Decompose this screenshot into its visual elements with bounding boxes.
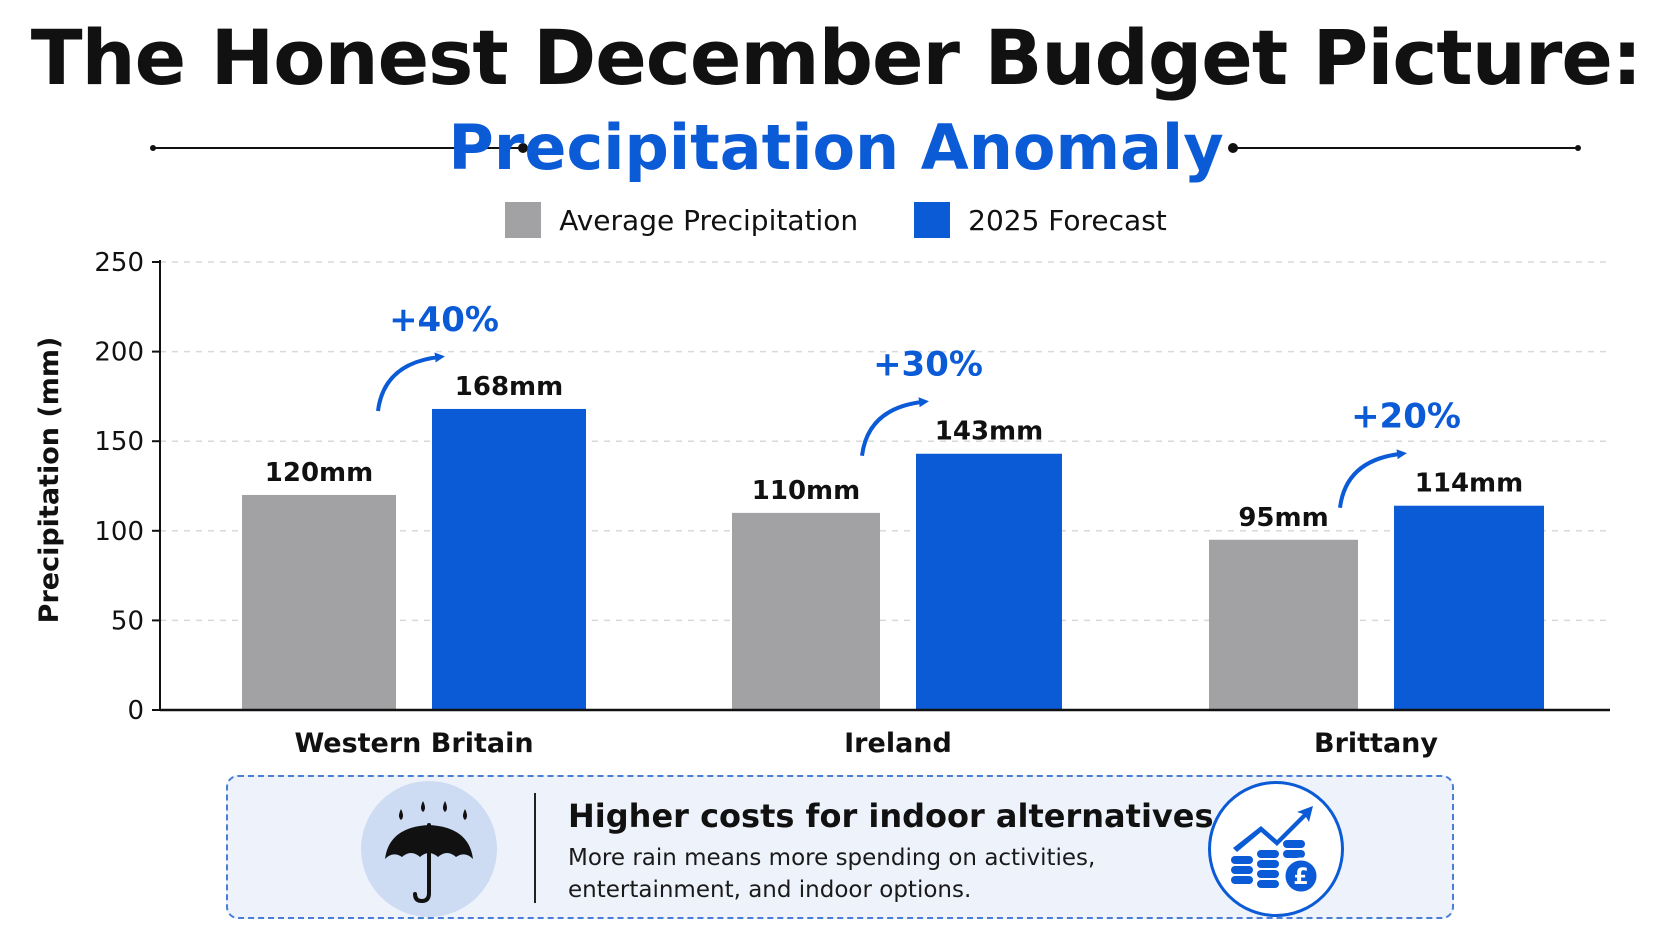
data-label: 110mm	[752, 476, 860, 506]
data-label: 95mm	[1238, 503, 1328, 533]
subtitle-rule-left	[150, 143, 528, 153]
data-label: 114mm	[1415, 469, 1523, 499]
y-tick-label: 200	[94, 338, 144, 368]
chart-subtitle: Precipitation Anomaly	[448, 111, 1224, 184]
bar-forecast-ireland	[916, 453, 1062, 710]
annotation-arrow	[860, 397, 929, 457]
bar-average-ireland	[732, 512, 880, 710]
callout-body: More rain means more spending on activit…	[568, 845, 1096, 903]
y-tick-label: 150	[94, 427, 144, 457]
bar-chart: 0 50 100 150 200 250 Western Britain Ireland Bri…	[34, 248, 1610, 759]
legend-label-forecast: 2025 Forecast	[968, 203, 1167, 237]
legend-item-average: Average Precipitation	[505, 202, 858, 238]
y-tick-label: 250	[94, 248, 144, 278]
annotation-arrow	[1338, 449, 1407, 508]
y-axis-title: Precipitation (mm)	[34, 337, 65, 624]
bar-average-western-britain	[242, 494, 396, 710]
legend-swatch-average	[505, 202, 542, 238]
cost-callout: Higher costs for indoor alternatives Mor…	[226, 775, 1454, 919]
annotation-percent: +20%	[1351, 397, 1461, 437]
data-label: 120mm	[265, 458, 373, 488]
annotations: +40% +30% +20%	[376, 300, 1461, 508]
axes: 0 50 100 150 200 250 Western Britain Ireland Bri…	[94, 248, 1610, 759]
bars	[242, 408, 1544, 710]
legend: Average Precipitation 2025 Forecast	[0, 200, 1672, 240]
umbrella-rain-icon	[361, 781, 497, 917]
data-label: 143mm	[935, 417, 1043, 447]
annotation-arrow	[376, 352, 445, 412]
bar-forecast-brittany	[1394, 505, 1544, 710]
data-labels: 120mm 168mm 110mm 143mm 95mm 114mm	[265, 372, 1523, 533]
svg-text:£: £	[1293, 865, 1308, 890]
x-tick-label: Ireland	[844, 728, 952, 759]
annotation-percent: +30%	[873, 345, 983, 385]
gridlines	[160, 261, 1610, 622]
x-tick-label: Brittany	[1314, 728, 1438, 759]
y-tick-label: 50	[111, 606, 144, 636]
x-tick-label: Western Britain	[294, 728, 533, 759]
callout-divider	[534, 793, 536, 903]
y-tick-label: 100	[94, 517, 144, 547]
rising-cost-coins-icon: £	[1208, 781, 1344, 917]
data-label: 168mm	[455, 372, 563, 402]
subtitle-row: Precipitation Anomaly	[0, 108, 1672, 188]
annotation-percent: +40%	[389, 300, 499, 340]
bar-forecast-western-britain	[432, 408, 586, 710]
legend-label-average: Average Precipitation	[559, 203, 859, 237]
legend-item-forecast: 2025 Forecast	[914, 202, 1167, 238]
legend-swatch-forecast	[914, 202, 951, 238]
y-tick-label: 0	[127, 696, 144, 726]
subtitle-rule-right	[1228, 143, 1581, 153]
callout-heading: Higher costs for indoor alternatives	[568, 797, 1214, 835]
chart-title: The Honest December Budget Picture:	[30, 13, 1643, 102]
bar-average-brittany	[1209, 539, 1358, 710]
